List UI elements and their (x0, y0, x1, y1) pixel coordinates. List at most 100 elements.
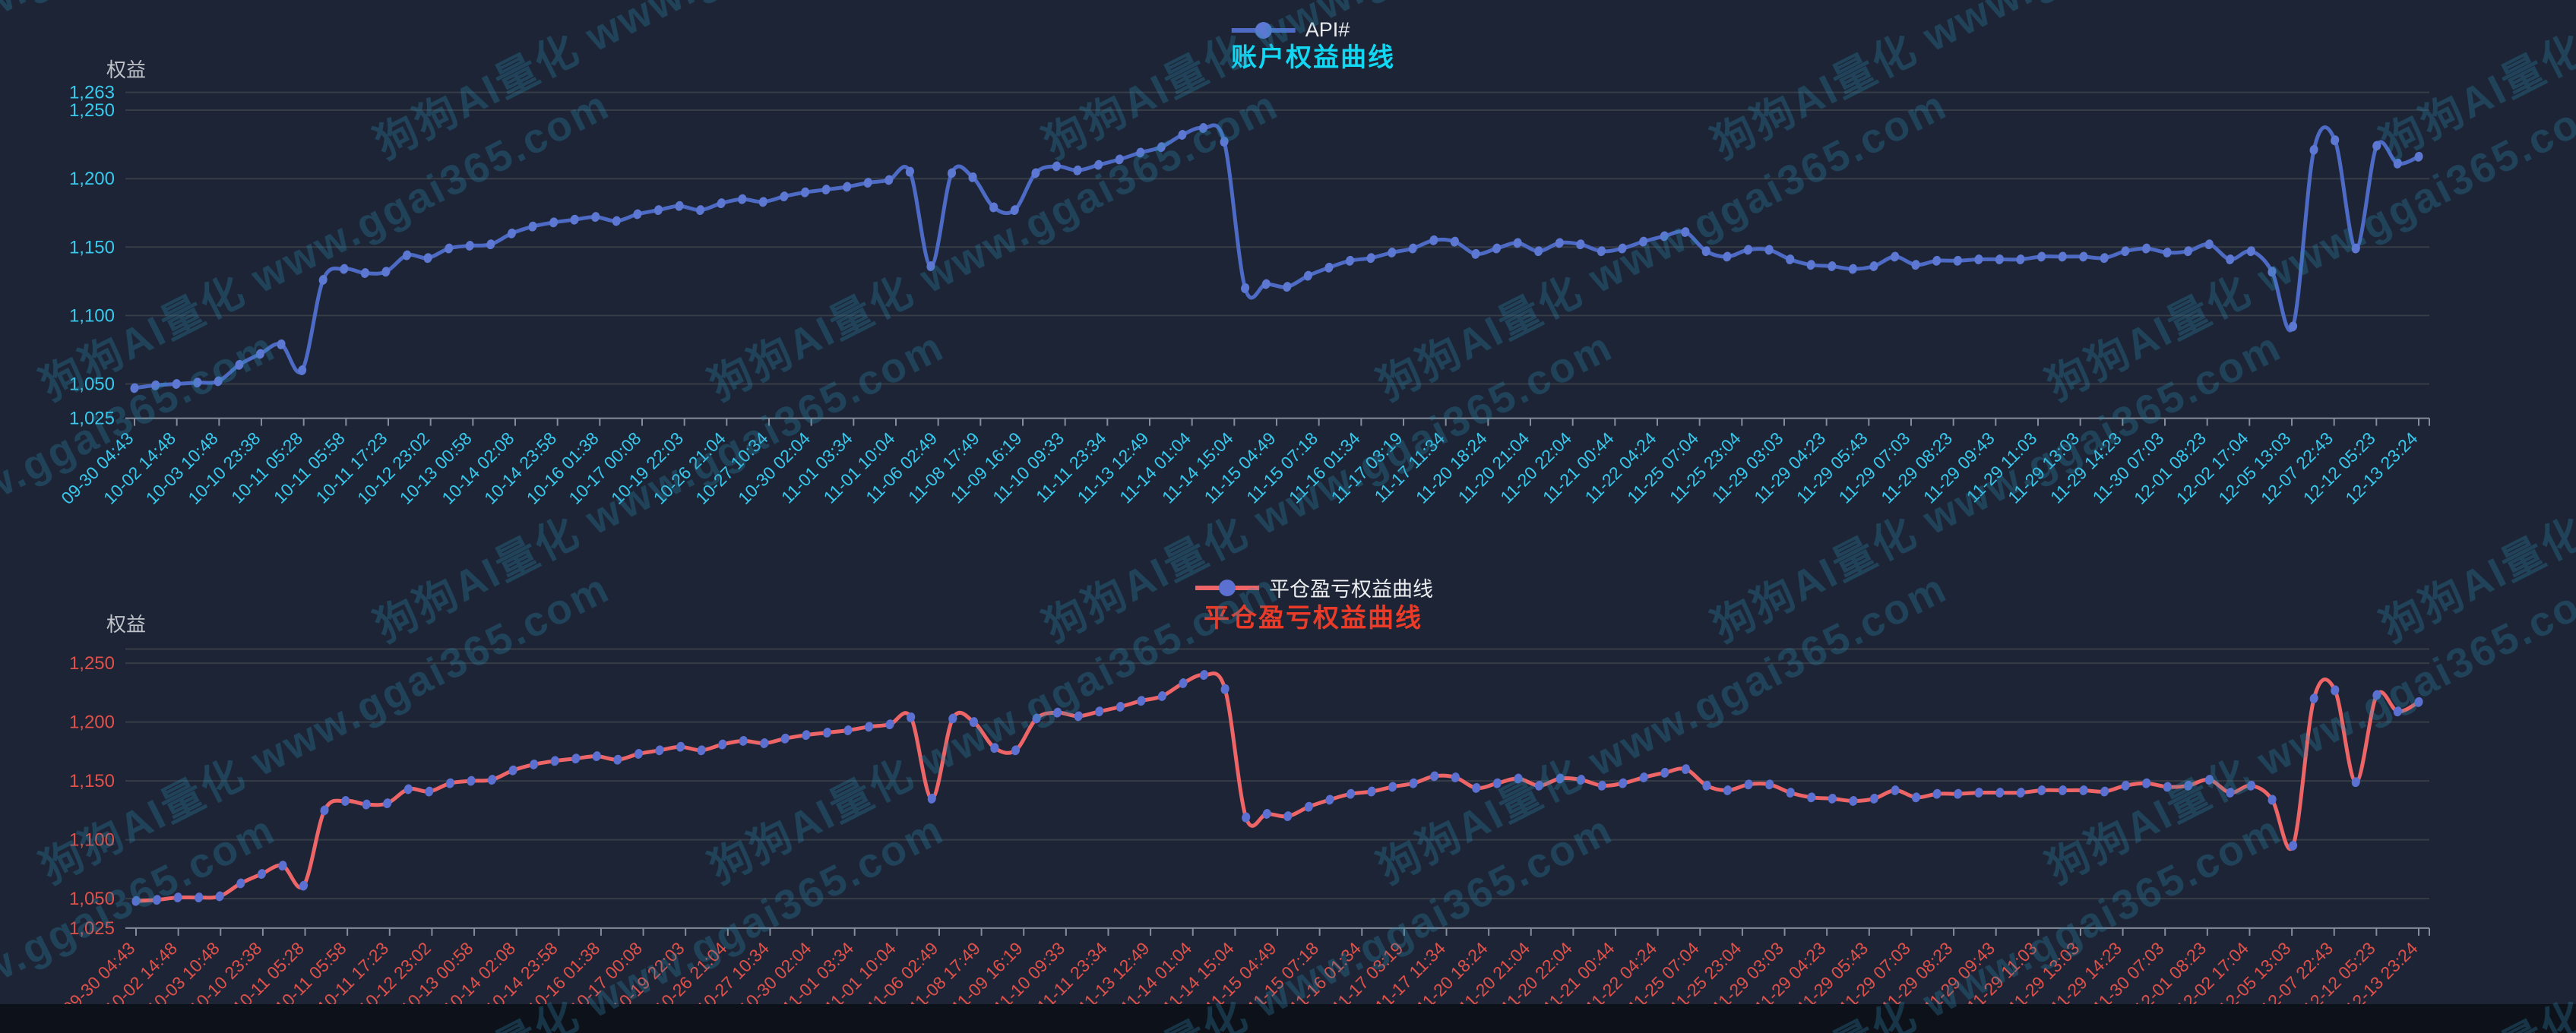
data-point[interactable] (2141, 778, 2152, 789)
data-point[interactable] (256, 868, 267, 880)
data-point[interactable] (2078, 251, 2089, 262)
data-point[interactable] (2058, 785, 2068, 796)
data-point[interactable] (1407, 242, 1418, 254)
data-point[interactable] (1973, 787, 1984, 798)
data-point[interactable] (1764, 244, 1774, 255)
data-point[interactable] (1282, 281, 1293, 292)
data-point[interactable] (214, 890, 225, 902)
data-point[interactable] (2392, 158, 2403, 169)
data-point[interactable] (842, 181, 853, 192)
data-point[interactable] (779, 191, 790, 202)
data-point[interactable] (2225, 254, 2236, 265)
data-point[interactable] (821, 184, 831, 195)
data-point[interactable] (674, 201, 685, 212)
data-point[interactable] (653, 204, 663, 216)
data-point[interactable] (2100, 785, 2110, 797)
data-point[interactable] (549, 755, 560, 766)
data-point[interactable] (696, 744, 707, 756)
data-point[interactable] (948, 712, 958, 724)
data-point[interactable] (1827, 261, 1837, 272)
data-point[interactable] (340, 795, 351, 807)
data-point[interactable] (801, 729, 812, 741)
data-point[interactable] (527, 221, 538, 232)
data-point[interactable] (2392, 706, 2403, 717)
data-point[interactable] (611, 215, 622, 226)
data-point[interactable] (1156, 141, 1166, 153)
data-point[interactable] (1346, 788, 1356, 800)
data-point[interactable] (1827, 793, 1837, 804)
data-point[interactable] (1785, 787, 1796, 798)
data-point[interactable] (1638, 772, 1649, 783)
data-point[interactable] (2204, 239, 2214, 250)
data-point[interactable] (1805, 259, 1816, 270)
data-point[interactable] (1219, 136, 1229, 147)
data-point[interactable] (906, 712, 916, 723)
data-point[interactable] (2350, 242, 2361, 254)
data-point[interactable] (1554, 237, 1565, 248)
data-point[interactable] (822, 727, 833, 738)
data-point[interactable] (1932, 788, 1942, 800)
data-point[interactable] (716, 197, 726, 209)
data-point[interactable] (968, 716, 979, 728)
data-point[interactable] (2245, 245, 2256, 257)
data-point[interactable] (277, 860, 288, 871)
data-point[interactable] (234, 359, 245, 371)
data-point[interactable] (1135, 147, 1146, 158)
data-point[interactable] (884, 174, 894, 185)
data-point[interactable] (1324, 794, 1335, 805)
data-point[interactable] (2204, 774, 2214, 785)
data-point[interactable] (1953, 788, 1964, 800)
data-point[interactable] (444, 242, 454, 254)
data-point[interactable] (1785, 254, 1796, 265)
data-point[interactable] (1890, 785, 1900, 796)
data-point[interactable] (1932, 255, 1942, 267)
data-point[interactable] (2099, 252, 2109, 264)
data-point[interactable] (339, 263, 350, 274)
data-point[interactable] (359, 267, 370, 279)
data-point[interactable] (2120, 780, 2131, 791)
data-point[interactable] (361, 798, 372, 810)
data-point[interactable] (1743, 244, 1754, 255)
data-point[interactable] (758, 196, 768, 207)
data-point[interactable] (464, 240, 475, 251)
data-point[interactable] (1052, 707, 1063, 719)
data-point[interactable] (1157, 690, 1167, 702)
data-point[interactable] (381, 266, 391, 277)
data-point[interactable] (654, 744, 665, 756)
data-point[interactable] (2267, 266, 2277, 277)
data-point[interactable] (1722, 251, 1733, 262)
data-point[interactable] (1534, 780, 1545, 791)
data-point[interactable] (759, 738, 770, 749)
data-point[interactable] (382, 798, 393, 809)
data-point[interactable] (1241, 812, 1252, 823)
data-point[interactable] (1513, 772, 1524, 784)
data-point[interactable] (1723, 785, 1733, 796)
data-point[interactable] (1261, 808, 1272, 820)
data-point[interactable] (1701, 780, 1712, 791)
data-point[interactable] (1240, 283, 1251, 294)
data-point[interactable] (129, 382, 140, 393)
data-point[interactable] (926, 261, 936, 272)
data-point[interactable] (2036, 785, 2047, 796)
data-point[interactable] (695, 204, 706, 216)
data-point[interactable] (2309, 144, 2319, 156)
data-point[interactable] (862, 177, 873, 188)
data-point[interactable] (2225, 787, 2236, 798)
data-point[interactable] (2015, 787, 2026, 798)
data-point[interactable] (424, 785, 435, 797)
data-point[interactable] (2057, 251, 2068, 262)
data-point[interactable] (2246, 780, 2257, 791)
data-point[interactable] (780, 733, 790, 744)
data-point[interactable] (633, 748, 644, 760)
data-point[interactable] (590, 211, 601, 223)
data-points[interactable] (131, 669, 2424, 907)
data-point[interactable] (1366, 785, 1377, 797)
data-point[interactable] (1492, 778, 1502, 789)
data-point[interactable] (1597, 245, 1607, 257)
data-point[interactable] (1660, 767, 1670, 779)
data-point[interactable] (402, 249, 413, 261)
data-point[interactable] (1910, 259, 1921, 270)
data-point[interactable] (2183, 245, 2194, 257)
data-point[interactable] (947, 167, 957, 178)
data-point[interactable] (466, 775, 476, 786)
